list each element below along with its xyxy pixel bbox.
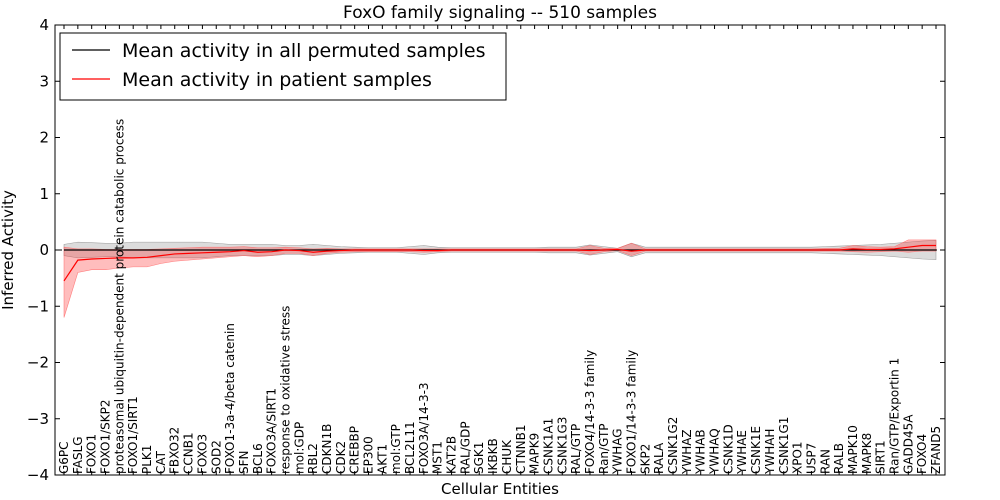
x-tick-label: Ran/GTP	[597, 423, 611, 474]
y-axis-label: Inferred Activity	[0, 190, 17, 310]
x-tick-label: GADD45A	[901, 414, 915, 474]
x-tick-label: PLK1	[140, 445, 154, 474]
y-tick-label: −1	[27, 297, 49, 315]
x-tick-label: SOD2	[209, 440, 223, 474]
x-tick-label: FASLG	[71, 436, 85, 474]
x-tick-label: SGK1	[472, 442, 486, 474]
chart-title: FoxO family signaling -- 510 samples	[343, 3, 657, 23]
x-tick-label: FOXO3	[195, 434, 209, 474]
y-axis: 4 3 2 1 0 −1 −2 −3 −4	[27, 16, 945, 484]
x-tick-label: FOXO3A/SIRT1	[265, 388, 279, 474]
x-tick-label: FOXO1-3a-4/beta catenin	[223, 323, 237, 474]
x-tick-label: FOXO1/SIRT1	[126, 396, 140, 474]
x-tick-label: RAL/GDP	[458, 421, 472, 474]
x-tick-label: proteasomal ubiquitin-dependent protein …	[112, 119, 126, 474]
x-tick-label: RAN	[818, 449, 832, 474]
x-tick-label: FOXO1	[85, 434, 99, 474]
x-tick-label: ZFAND5	[929, 426, 943, 474]
x-tick-label: IKBKB	[486, 438, 500, 474]
x-tick-label: FOXO1/SKP2	[99, 399, 113, 474]
legend-label-patient: Mean activity in patient samples	[122, 69, 432, 91]
x-tick-label: SFN	[237, 451, 251, 475]
x-tick-label: CSNK1A1	[541, 418, 555, 474]
x-tick-label: FOXO4	[915, 434, 929, 474]
x-tick-label: YWHAB	[694, 429, 708, 475]
x-tick-label: YWHAG	[611, 428, 625, 475]
x-tick-label: RAL/GTP	[569, 424, 583, 474]
y-tick-label: 4	[39, 16, 49, 34]
x-axis: G6PC FASLG FOXO1 FOXO1/SKP2 proteasomal ubiq…	[57, 25, 943, 475]
x-tick-label: CREBBP	[348, 426, 362, 474]
x-tick-label: mol:GDP	[292, 422, 306, 474]
x-tick-label: CSNK1G2	[666, 417, 680, 474]
x-tick-label: USP7	[804, 443, 818, 474]
x-tick-label: MAPK8	[860, 433, 874, 474]
x-tick-label: FBXO32	[168, 427, 182, 474]
x-tick-label: FOXO1/14-3-3 family	[624, 350, 638, 474]
x-tick-label: Ran/GTP/Exportin 1	[887, 358, 901, 474]
x-tick-label: MAPK10	[846, 425, 860, 474]
x-tick-label: CTNNB1	[514, 424, 528, 474]
x-tick-label: CDK2	[334, 441, 348, 474]
x-tick-label: KAT2B	[445, 436, 459, 474]
x-tick-label: YWHAZ	[680, 429, 694, 475]
legend-box	[59, 32, 507, 101]
y-tick-label: 1	[39, 185, 49, 203]
x-tick-label: YWHAH	[763, 429, 777, 475]
x-tick-label: BCL6	[251, 443, 265, 474]
x-tick-label: mol:GTP	[389, 424, 403, 474]
x-tick-label: RALA	[652, 442, 666, 474]
line-patient	[63, 244, 936, 282]
x-tick-label: YWHAE	[735, 430, 749, 475]
x-tick-label: RALB	[832, 443, 846, 474]
y-tick-label: −2	[27, 354, 49, 372]
x-tick-label: RBL2	[306, 443, 320, 474]
x-tick-label: SIRT1	[874, 440, 888, 474]
x-tick-label: G6PC	[57, 441, 71, 474]
x-tick-label: CAT	[154, 450, 168, 474]
x-tick-label: AKT1	[375, 444, 389, 474]
y-tick-label: 3	[39, 72, 49, 90]
x-tick-label: CDKN1B	[320, 424, 334, 474]
y-tick-label: −4	[27, 466, 49, 484]
x-tick-label: CSNK1E	[749, 426, 763, 474]
x-tick-label: MAPK9	[528, 433, 542, 474]
legend: Mean activity in all permuted samples Me…	[59, 32, 507, 101]
x-tick-label: XPO1	[791, 441, 805, 474]
x-tick-label: BCL2L11	[403, 421, 417, 474]
x-tick-label: SKP2	[638, 444, 652, 474]
x-tick-label: YWHAQ	[708, 428, 722, 475]
series-lines	[63, 244, 936, 282]
band-patient	[63, 239, 937, 318]
x-tick-label: CHUK	[500, 439, 514, 474]
x-tick-label: FOXO4/14-3-3 family	[583, 350, 597, 474]
x-tick-label: MST1	[431, 441, 445, 474]
x-tick-label: EP300	[362, 436, 376, 474]
x-tick-label: CSNK1D	[721, 424, 735, 474]
x-tick-label: CCNB1	[182, 432, 196, 474]
x-tick-label: FOXO3A/14-3-3	[417, 382, 431, 474]
x-tick-label: response to oxidative stress	[278, 306, 292, 474]
y-tick-label: 2	[39, 129, 49, 147]
y-tick-label: −3	[27, 410, 49, 428]
x-tick-label: CSNK1G1	[777, 417, 791, 474]
legend-label-permuted: Mean activity in all permuted samples	[122, 40, 485, 62]
x-tick-label: CSNK1G3	[555, 417, 569, 474]
y-tick-label: 0	[39, 241, 49, 259]
x-axis-label: Cellular Entities	[441, 480, 559, 498]
